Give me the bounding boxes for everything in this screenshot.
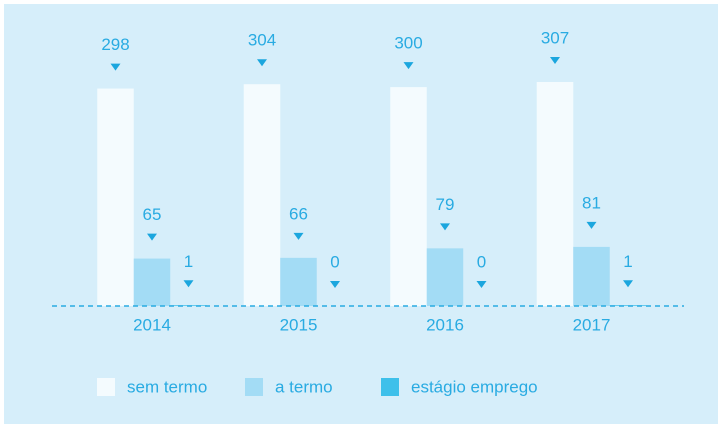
bar bbox=[536, 82, 574, 306]
bar bbox=[133, 258, 171, 306]
legend-swatch bbox=[245, 378, 263, 396]
value-label: 1 bbox=[623, 252, 632, 271]
x-tick-label: 2016 bbox=[426, 315, 464, 334]
value-label: 0 bbox=[330, 252, 339, 271]
marker-triangle bbox=[330, 281, 340, 288]
marker-triangle bbox=[403, 62, 414, 70]
marker-triangle bbox=[293, 232, 304, 240]
legend-label: a termo bbox=[275, 377, 333, 396]
value-label: 0 bbox=[477, 252, 486, 271]
bar bbox=[243, 84, 281, 306]
bar bbox=[97, 88, 134, 306]
bar bbox=[426, 248, 464, 306]
x-tick-label: 2014 bbox=[133, 315, 171, 334]
marker-triangle bbox=[550, 57, 560, 64]
marker-triangle bbox=[623, 280, 633, 288]
value-label: 1 bbox=[184, 252, 193, 271]
value-label: 298 bbox=[101, 35, 129, 54]
value-label: 66 bbox=[289, 204, 308, 223]
bar bbox=[390, 87, 427, 307]
marker-triangle bbox=[440, 223, 450, 231]
x-tick-label: 2017 bbox=[573, 315, 611, 334]
bar bbox=[280, 257, 317, 306]
marker-triangle bbox=[147, 233, 157, 241]
value-label: 300 bbox=[394, 34, 422, 53]
marker-triangle bbox=[257, 59, 267, 67]
legend-label: estágio emprego bbox=[411, 377, 538, 396]
value-label: 79 bbox=[436, 195, 455, 214]
legend-swatch bbox=[381, 378, 399, 396]
marker-triangle bbox=[476, 281, 487, 288]
legend-swatch bbox=[97, 378, 115, 396]
value-label: 65 bbox=[143, 205, 162, 224]
bar bbox=[573, 246, 610, 306]
value-label: 304 bbox=[248, 31, 276, 50]
legend-label: sem termo bbox=[127, 377, 207, 396]
x-tick-label: 2015 bbox=[280, 315, 318, 334]
marker-triangle bbox=[586, 221, 597, 229]
value-label: 81 bbox=[582, 193, 601, 212]
marker-triangle bbox=[183, 280, 194, 288]
marker-triangle bbox=[110, 63, 121, 71]
value-label: 307 bbox=[541, 28, 569, 47]
